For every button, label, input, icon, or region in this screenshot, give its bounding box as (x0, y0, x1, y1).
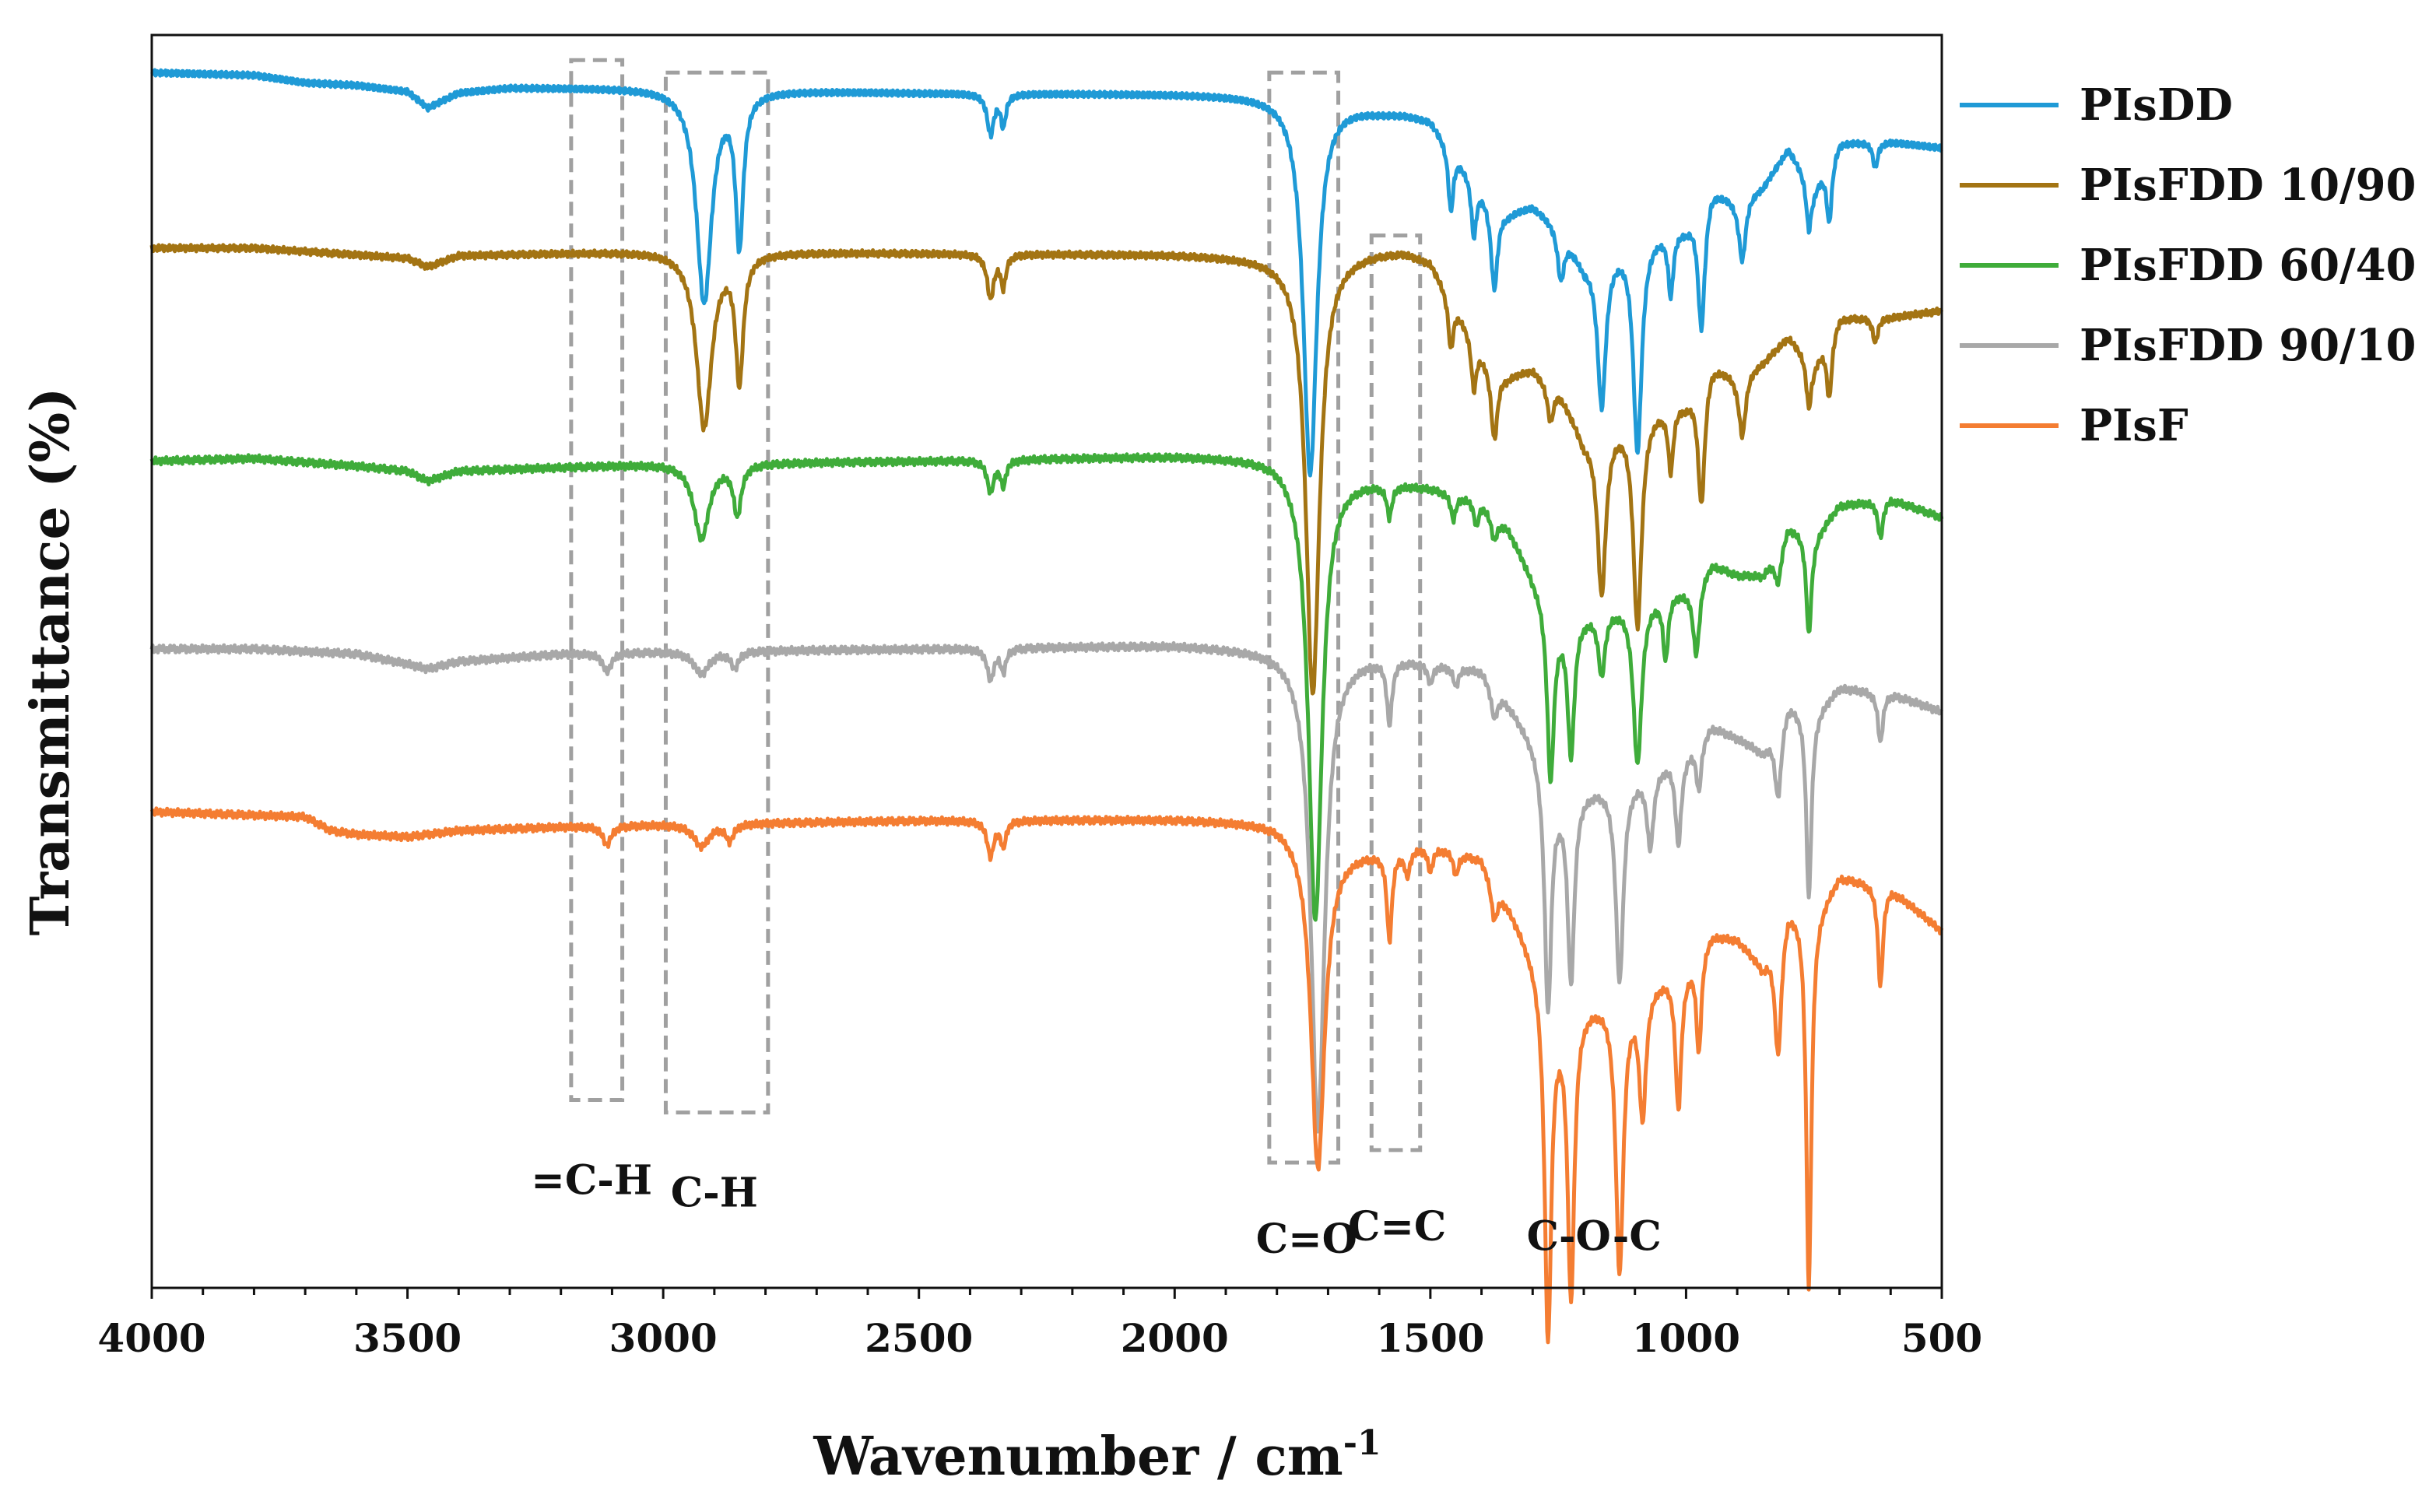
series-line-pisf (149, 806, 1944, 1345)
x-axis-title-text: Wavenumber / cm (813, 1426, 1343, 1488)
annotation-coc: C-O-C (1527, 1213, 1662, 1261)
y-axis-title: Transmittance (%) (19, 388, 82, 936)
series-line-pisfdd-10-90 (149, 243, 1944, 696)
legend-label-pisfdd-60-40: PIsFDD 60/40 (2080, 240, 2417, 291)
x-tick-label-4000: 4000 (97, 1315, 205, 1361)
annotation-co: C=O (1256, 1216, 1357, 1263)
x-axis-title-superscript: -1 (1343, 1423, 1381, 1463)
legend-label-pisf: PIsF (2080, 400, 2189, 451)
x-tick-label-2500: 2500 (865, 1315, 973, 1361)
series-line-pisfdd-60-40 (149, 452, 1944, 922)
band-box-cc (1369, 233, 1423, 1152)
annotation-ch: =C-H (531, 1156, 652, 1204)
x-tick-label-500: 500 (1901, 1315, 1982, 1361)
band-box-ch (663, 70, 770, 1115)
annotation-cc: C=C (1348, 1203, 1446, 1251)
annotation-group: =C-H C-H C=OC=C C-O-C (531, 1156, 1661, 1263)
x-tick-label-2000: 2000 (1121, 1315, 1229, 1361)
series-line-pisfdd-90-10 (149, 640, 1943, 1134)
series-line-pisdd (150, 68, 1943, 478)
band-box-ch (569, 58, 625, 1103)
legend-label-pisfdd-90-10: PIsFDD 90/10 (2080, 320, 2417, 371)
legend-label-pisdd: PIsDD (2080, 79, 2233, 131)
band-box-co (1267, 70, 1341, 1165)
legend: PIsDD PIsFDD 10/90 PIsFDD 60/40 PIsFDD 90/1… (1960, 79, 2417, 451)
x-tick-group: 4000 3500 3000 2500 2000 1500 1000 500 (97, 1288, 1982, 1361)
band-box-group (569, 58, 1423, 1165)
series-group (149, 68, 1944, 1345)
annotation-ch: C-H (671, 1169, 758, 1216)
x-tick-label-1500: 1500 (1376, 1315, 1484, 1361)
x-tick-label-3000: 3000 (609, 1315, 718, 1361)
x-axis-title: Wavenumber / cm-1 (813, 1423, 1381, 1488)
x-tick-label-1000: 1000 (1632, 1315, 1740, 1361)
legend-label-pisfdd-10-90: PIsFDD 10/90 (2080, 160, 2417, 211)
x-tick-label-3500: 3500 (353, 1315, 462, 1361)
plot-frame (150, 33, 1943, 1289)
